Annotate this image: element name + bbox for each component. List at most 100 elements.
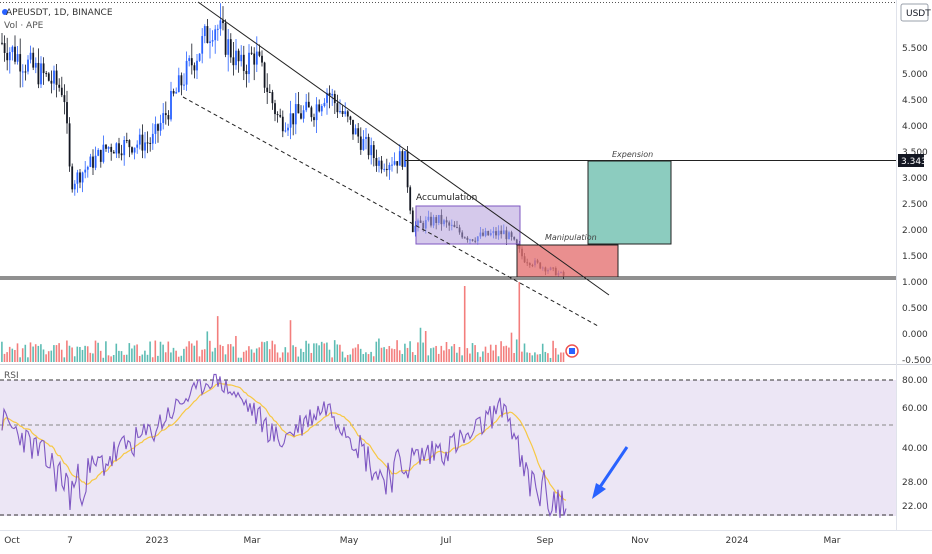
volume-bar: [131, 348, 133, 362]
volume-bar: [214, 347, 216, 362]
rsi-band: [0, 380, 896, 516]
price-pane[interactable]: [0, 0, 896, 364]
candle-body: [229, 39, 232, 58]
volume-bar: [185, 346, 188, 362]
volume-bar: [248, 346, 250, 362]
volume-label: Vol · APE: [4, 21, 44, 31]
volume-bar: [151, 357, 154, 362]
volume-bar: [162, 344, 164, 362]
volume-bar: [422, 342, 424, 362]
volume-bar: [510, 332, 513, 362]
price-tick-label: -0.500: [902, 356, 931, 366]
candle-body: [354, 128, 357, 135]
candle-body: [258, 51, 261, 56]
volume-bar: [435, 345, 437, 362]
candle-body: [391, 164, 393, 166]
descending-support-line[interactable]: [182, 96, 599, 327]
volume-bar: [258, 347, 261, 362]
price-axis[interactable]: 5.500 5.000 4.500 4.000 3.500 3.000 2.500 2.000…: [902, 44, 931, 366]
price-tag: [898, 154, 924, 167]
volume-bar: [328, 349, 331, 362]
volume-bar: [209, 340, 211, 362]
volume-bar: [557, 354, 560, 362]
candle-body: [133, 147, 136, 153]
candle-body: [125, 140, 128, 142]
volume-bar: [157, 355, 159, 362]
candle-body: [261, 55, 263, 63]
candle-body: [349, 116, 352, 120]
candle-body: [411, 210, 414, 233]
volume-bar: [419, 327, 422, 362]
volume-bar: [190, 343, 193, 362]
volume-bar: [1, 341, 3, 362]
currency-button[interactable]: [900, 3, 929, 22]
expansion-zone[interactable]: [587, 160, 672, 245]
candle-body: [396, 161, 399, 166]
price-tick-label: 5.000: [902, 70, 928, 80]
candle-body: [245, 70, 248, 75]
price-tick-label: 0.000: [902, 330, 928, 340]
candle-body: [352, 119, 354, 135]
rsi-ma-line: [1, 382, 567, 501]
candle-body: [92, 156, 94, 168]
price-tick-label: 3.000: [902, 174, 928, 184]
volume-bar: [115, 343, 118, 362]
candle-body: [367, 136, 370, 156]
candle-body: [297, 104, 300, 114]
candle-body: [307, 101, 310, 108]
price-tick-label: 4.000: [902, 122, 928, 132]
volume-bar: [237, 357, 240, 362]
volume-bar: [380, 347, 383, 362]
volume-bar: [63, 357, 66, 362]
rsi-axis[interactable]: 80.00 60.00 40.00 28.00 22.00: [902, 376, 928, 512]
candle-body: [102, 144, 105, 162]
accumulation-zone[interactable]: [415, 205, 521, 245]
candle-body: [45, 73, 48, 75]
candle-body: [266, 87, 269, 92]
volume-bar: [370, 351, 372, 362]
candle-body: [336, 103, 339, 113]
candle-body: [380, 160, 383, 170]
price-tick-label: 0.500: [902, 304, 928, 314]
volume-bar: [66, 340, 68, 362]
manipulation-zone[interactable]: [516, 244, 619, 278]
candle-body: [193, 65, 196, 71]
volume-bar: [76, 346, 79, 362]
volume-bar: [196, 340, 198, 362]
candle-body: [55, 70, 58, 85]
candle-body: [159, 122, 162, 131]
candle-body: [359, 136, 362, 150]
candle-body: [60, 87, 63, 96]
rsi-tick-label: 22.00: [902, 502, 928, 512]
volume-bar: [497, 356, 500, 362]
candle-body: [370, 145, 373, 156]
symbol-title[interactable]: APEUSDT, 1D, BINANCE: [6, 8, 113, 18]
volume-bar: [253, 352, 255, 362]
volume-bar: [164, 352, 167, 362]
candle-body: [40, 63, 42, 85]
volume-bar: [102, 357, 105, 362]
time-tick-label: Sep: [537, 536, 554, 546]
volume-bar: [357, 344, 359, 362]
candle-body: [401, 151, 404, 167]
volume-bar: [154, 340, 157, 362]
candle-body: [175, 92, 178, 94]
volume-bar: [146, 354, 149, 362]
volume-bar: [526, 352, 528, 362]
candle-body: [201, 36, 204, 54]
descending-resistance-line[interactable]: [197, 1, 610, 296]
volume-bar: [479, 356, 482, 362]
volume-bar: [471, 343, 474, 362]
price-tick-label: 4.500: [902, 96, 928, 106]
time-axis[interactable]: Oct 7 2023 Mar May Jul Sep Nov 2024 Mar: [4, 536, 841, 546]
candle-body: [53, 70, 55, 84]
volume-bar: [396, 340, 398, 362]
volume-bar: [92, 353, 94, 362]
volume-bar: [333, 340, 336, 362]
candle-body: [128, 140, 131, 148]
time-tick-label: 2024: [726, 536, 749, 546]
candle-body: [310, 107, 313, 118]
volume-bar: [469, 353, 471, 362]
candle-body: [144, 142, 146, 151]
